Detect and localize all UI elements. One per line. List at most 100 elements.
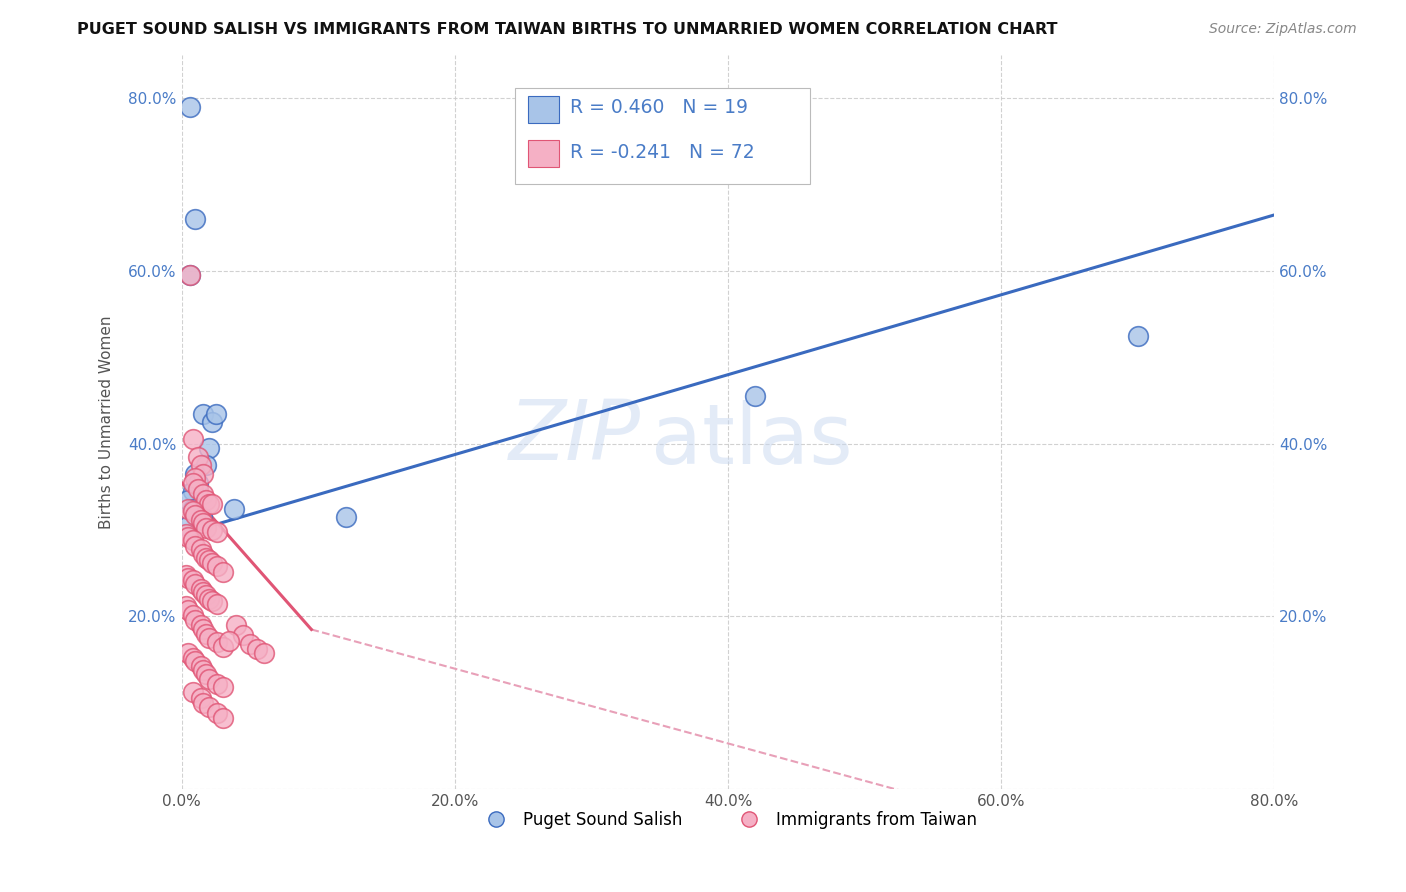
Point [177,571,200,585]
Point [187,475,209,490]
Legend: Puget Sound Salish, Immigrants from Taiwan: Puget Sound Salish, Immigrants from Taiw… [472,805,983,836]
Point [198,631,221,645]
Point [205,597,228,611]
Point [177,646,200,660]
Point [181,573,204,587]
Point [181,433,204,447]
Point [193,516,215,531]
Point [246,642,269,657]
Text: Source: ZipAtlas.com: Source: ZipAtlas.com [1209,22,1357,37]
Point [181,685,204,699]
Point [744,389,766,403]
Point [179,268,201,283]
Point [184,212,207,227]
Point [193,407,215,421]
Point [198,592,221,607]
Point [181,651,204,665]
Point [1126,328,1149,343]
Point [190,582,212,596]
Text: R = -0.241   N = 72: R = -0.241 N = 72 [569,144,754,162]
FancyBboxPatch shape [515,88,810,184]
Point [181,501,204,516]
Point [232,628,254,642]
Point [184,471,207,485]
Point [193,467,215,481]
Point [174,599,197,614]
Point [184,508,207,522]
Point [190,458,212,473]
Point [193,547,215,561]
Point [204,407,226,421]
Point [193,663,215,677]
Point [218,633,240,648]
Text: R = 0.460   N = 19: R = 0.460 N = 19 [569,98,748,118]
Point [177,492,200,507]
Point [184,613,207,627]
Point [181,475,204,490]
Point [195,588,218,602]
Point [211,681,233,695]
Point [181,533,204,548]
Point [195,667,218,681]
Point [195,550,218,565]
Point [191,510,214,524]
Point [187,450,209,464]
Point [198,700,221,714]
Point [198,441,221,455]
Point [190,658,212,673]
Point [252,646,274,660]
Point [225,618,247,632]
Y-axis label: Births to Unmarried Women: Births to Unmarried Women [100,316,114,529]
Point [205,706,228,721]
Point [190,542,212,557]
Bar [529,139,558,168]
Point [205,635,228,649]
Point [193,623,215,637]
Point [190,690,212,705]
Point [181,607,204,622]
Point [187,482,209,496]
Point [179,100,201,114]
Point [179,268,201,283]
Point [205,524,228,539]
Point [181,484,204,499]
Point [201,556,224,570]
Point [195,521,218,535]
Point [239,637,262,651]
Point [201,594,224,608]
Point [205,559,228,574]
Point [177,518,200,533]
Point [198,553,221,567]
Point [193,696,215,710]
Point [198,672,221,686]
Point [184,467,207,481]
Point [184,576,207,591]
Point [181,504,204,518]
Text: atlas: atlas [651,400,853,481]
Point [174,568,197,582]
Text: ZIP: ZIP [509,396,641,477]
Point [211,711,233,725]
Point [195,458,218,473]
Point [190,618,212,632]
Point [184,654,207,668]
Point [190,513,212,527]
Text: PUGET SOUND SALISH VS IMMIGRANTS FROM TAIWAN BIRTHS TO UNMARRIED WOMEN CORRELATI: PUGET SOUND SALISH VS IMMIGRANTS FROM TA… [77,22,1057,37]
Point [205,677,228,691]
Point [222,501,245,516]
Point [184,539,207,553]
Bar [529,95,558,123]
Point [201,415,224,429]
Point [195,627,218,641]
Point [174,527,197,541]
Point [177,602,200,616]
Point [335,510,357,524]
Point [198,497,221,511]
Point [211,640,233,654]
Point [201,497,224,511]
Point [193,487,215,501]
Point [195,492,218,507]
Point [201,523,224,537]
Point [177,530,200,544]
Point [211,565,233,579]
